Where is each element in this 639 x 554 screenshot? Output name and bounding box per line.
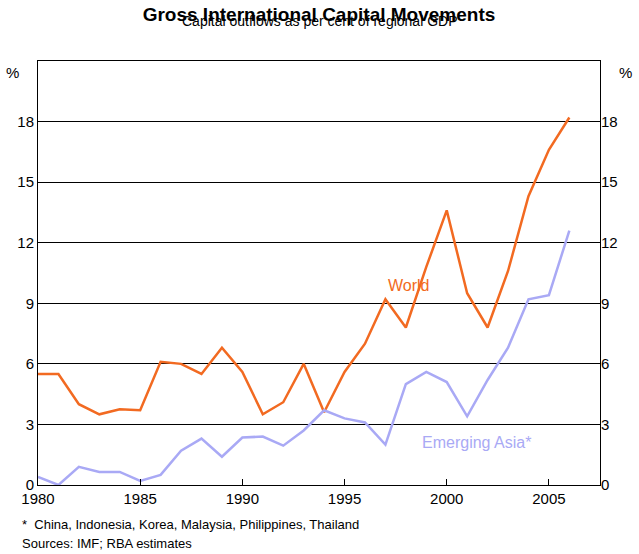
svg-text:Emerging Asia*: Emerging Asia* (422, 434, 531, 451)
svg-text:18: 18 (601, 113, 618, 130)
svg-text:3: 3 (601, 416, 609, 433)
svg-text:1980: 1980 (21, 490, 54, 507)
svg-text:0: 0 (601, 476, 609, 493)
svg-text:World: World (388, 277, 430, 294)
svg-text:18: 18 (17, 113, 34, 130)
svg-text:1985: 1985 (123, 490, 156, 507)
svg-text:%: % (6, 64, 19, 81)
svg-text:9: 9 (601, 295, 609, 312)
svg-text:* China, Indonesia, Korea, Ma: * China, Indonesia, Korea, Malaysia, Phi… (22, 517, 359, 532)
svg-text:15: 15 (17, 173, 34, 190)
svg-text:Sources: IMF; RBA estimates: Sources: IMF; RBA estimates (22, 536, 192, 551)
svg-text:12: 12 (17, 234, 34, 251)
svg-text:1990: 1990 (226, 490, 259, 507)
svg-text:9: 9 (26, 295, 34, 312)
svg-text:0: 0 (26, 476, 34, 493)
svg-text:12: 12 (601, 234, 618, 251)
svg-text:6: 6 (26, 355, 34, 372)
svg-text:2000: 2000 (430, 490, 463, 507)
svg-text:3: 3 (26, 416, 34, 433)
svg-text:%: % (619, 64, 632, 81)
svg-text:Capital outflows as per cent o: Capital outflows as per cent of regional… (182, 13, 457, 29)
svg-text:Gross International Capital Mo: Gross International Capital Movements (143, 4, 496, 25)
svg-text:2005: 2005 (532, 490, 565, 507)
svg-text:6: 6 (601, 355, 609, 372)
svg-text:1995: 1995 (328, 490, 361, 507)
svg-text:15: 15 (601, 173, 618, 190)
